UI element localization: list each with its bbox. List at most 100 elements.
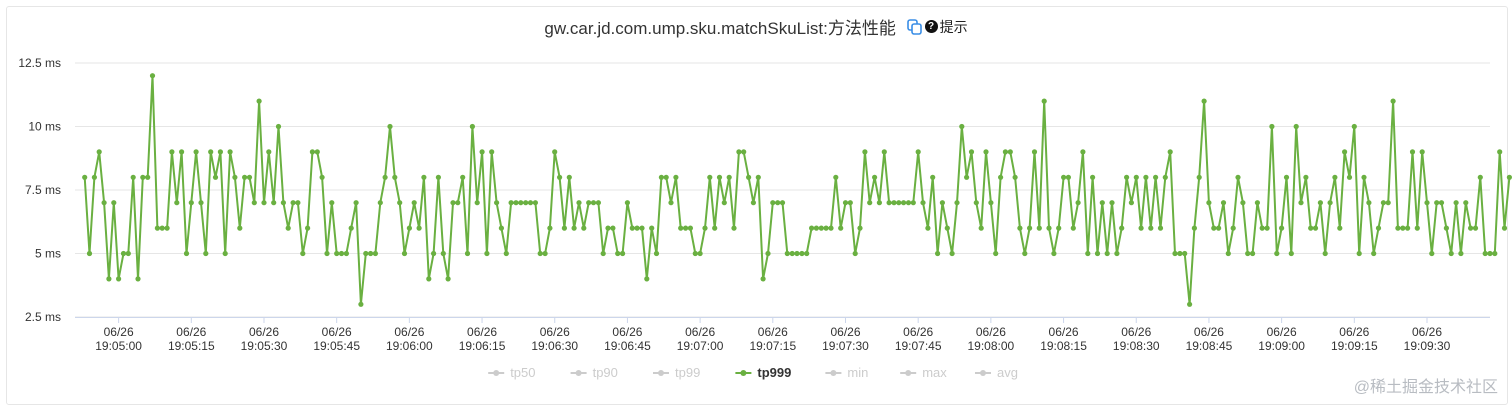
data-point bbox=[266, 149, 272, 155]
data-point bbox=[474, 200, 480, 206]
data-point bbox=[712, 225, 718, 231]
x-tick-date: 06/26 bbox=[467, 325, 497, 339]
data-point bbox=[658, 174, 665, 180]
data-point bbox=[1240, 200, 1246, 206]
data-point bbox=[653, 250, 660, 257]
data-point bbox=[1196, 174, 1202, 180]
data-point bbox=[1104, 250, 1110, 257]
data-point bbox=[944, 225, 950, 231]
legend-item-tp99[interactable]: tp99 bbox=[653, 365, 700, 380]
data-point bbox=[1201, 98, 1207, 104]
data-point bbox=[275, 123, 282, 130]
y-tick-label: 7.5 ms bbox=[25, 183, 61, 197]
x-tick-time: 19:06:00 bbox=[386, 339, 433, 353]
data-point bbox=[1274, 250, 1280, 257]
data-point bbox=[1308, 225, 1314, 231]
data-point bbox=[697, 250, 703, 257]
data-point bbox=[1056, 225, 1062, 231]
data-point bbox=[910, 200, 916, 206]
data-point bbox=[251, 200, 257, 206]
data-point bbox=[542, 250, 548, 257]
data-point bbox=[1022, 250, 1028, 257]
data-point bbox=[203, 250, 209, 257]
data-point bbox=[329, 200, 335, 206]
data-point bbox=[649, 225, 655, 231]
data-point bbox=[111, 200, 117, 206]
data-point bbox=[82, 174, 88, 180]
data-point bbox=[678, 225, 684, 231]
data-point bbox=[1366, 200, 1372, 206]
x-tick-date: 06/26 bbox=[1121, 325, 1151, 339]
data-point bbox=[716, 174, 723, 180]
data-point bbox=[1167, 149, 1173, 155]
legend-item-tp999[interactable]: tp999 bbox=[735, 365, 791, 380]
data-point bbox=[319, 174, 325, 180]
legend-item-tp90[interactable]: tp90 bbox=[570, 365, 618, 380]
data-point bbox=[1027, 225, 1033, 231]
data-point bbox=[101, 200, 107, 206]
help-icon[interactable]: ? bbox=[924, 20, 938, 33]
data-point bbox=[464, 250, 471, 257]
x-tick-date: 06/26 bbox=[1267, 325, 1297, 339]
data-point bbox=[920, 200, 926, 206]
chart-title: gw.car.jd.com.ump.sku.matchSkuList:方法性能 bbox=[544, 19, 896, 38]
data-point bbox=[125, 250, 131, 257]
x-tick-time: 19:07:15 bbox=[749, 339, 796, 353]
data-point bbox=[479, 149, 485, 155]
data-point bbox=[736, 149, 742, 155]
data-point bbox=[726, 174, 732, 180]
x-axis: 06/2619:05:0006/2619:05:1506/2619:05:300… bbox=[75, 317, 1490, 353]
y-tick-label: 2.5 ms bbox=[25, 310, 61, 324]
data-point bbox=[460, 174, 466, 180]
data-point bbox=[1259, 225, 1265, 231]
data-point bbox=[1031, 149, 1038, 155]
data-point bbox=[261, 200, 267, 206]
data-point bbox=[358, 301, 364, 307]
data-point bbox=[857, 225, 863, 231]
legend-marker bbox=[830, 370, 837, 376]
legend-marker bbox=[980, 370, 986, 376]
data-point bbox=[198, 200, 204, 206]
data-point bbox=[571, 225, 577, 231]
data-point bbox=[1162, 174, 1168, 180]
legend-item-max[interactable]: max bbox=[900, 365, 947, 380]
data-point bbox=[1235, 174, 1241, 180]
data-point bbox=[237, 225, 243, 231]
data-point bbox=[590, 200, 597, 206]
data-point bbox=[1405, 225, 1411, 231]
data-point bbox=[183, 250, 190, 257]
data-point bbox=[683, 225, 689, 231]
data-point bbox=[605, 225, 611, 231]
chart-title-row: gw.car.jd.com.ump.sku.matchSkuList:方法性能 … bbox=[0, 14, 1512, 39]
x-tick-time: 19:09:30 bbox=[1404, 339, 1451, 353]
data-point bbox=[779, 200, 786, 206]
data-point bbox=[532, 200, 539, 206]
data-point bbox=[179, 149, 185, 155]
data-point bbox=[770, 200, 776, 206]
x-tick-date: 06/26 bbox=[1194, 325, 1224, 339]
data-point bbox=[566, 174, 572, 180]
data-point bbox=[455, 200, 461, 206]
data-point bbox=[576, 200, 582, 206]
x-tick-time: 19:05:30 bbox=[241, 339, 288, 353]
copy-icon[interactable] bbox=[906, 18, 923, 35]
data-point bbox=[687, 225, 694, 231]
legend-marker bbox=[575, 370, 582, 376]
legend-item-min[interactable]: min bbox=[825, 365, 868, 380]
data-point bbox=[930, 174, 936, 180]
legend-item-avg[interactable]: avg bbox=[975, 365, 1018, 380]
x-tick-time: 19:06:30 bbox=[531, 339, 578, 353]
help-label[interactable]: 提示 bbox=[939, 18, 968, 35]
data-point bbox=[838, 225, 844, 231]
data-point bbox=[1298, 200, 1304, 206]
data-point bbox=[295, 200, 301, 206]
data-point bbox=[741, 149, 747, 155]
data-point bbox=[789, 250, 795, 257]
data-point bbox=[445, 276, 451, 282]
data-point bbox=[1124, 174, 1130, 180]
data-point bbox=[644, 276, 650, 282]
data-point bbox=[794, 250, 800, 257]
legend-item-tp50[interactable]: tp50 bbox=[488, 365, 536, 380]
data-point bbox=[406, 225, 412, 231]
data-point bbox=[1075, 200, 1081, 206]
